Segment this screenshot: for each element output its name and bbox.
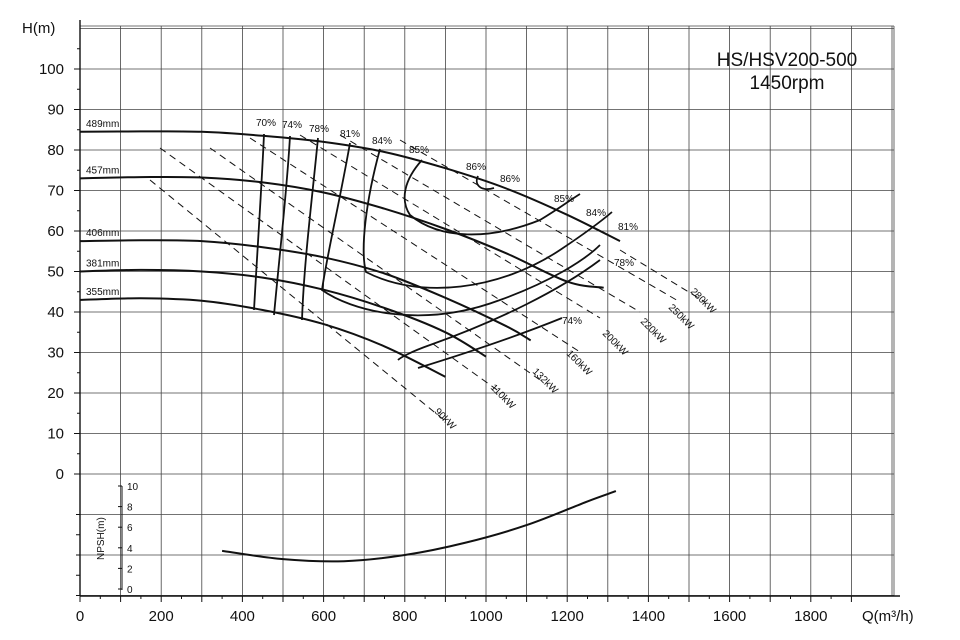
power-line [249, 137, 581, 353]
chart-title: HS/HSV200-500 [717, 50, 857, 71]
power-line [159, 147, 501, 393]
y-tick-label: 70 [47, 183, 64, 200]
x-tick-label: 1200 [551, 608, 584, 625]
x-tick-label: 400 [230, 608, 255, 625]
x-tick-label: 800 [392, 608, 417, 625]
x-tick-labels: 0 200 400 600 800 1000 1200 1400 1600 1800 [76, 608, 828, 625]
x-tick-label: 600 [311, 608, 336, 625]
y-tick-label: 90 [47, 102, 64, 119]
efficiency-label: 86% [466, 162, 486, 173]
efficiency-label: 85% [554, 194, 574, 205]
y-axis-label: H(m) [22, 20, 55, 37]
series-label: 355mm [86, 287, 119, 298]
npsh-tick-label: 6 [127, 523, 133, 534]
power-line [149, 179, 445, 421]
npsh-tick-label: 2 [127, 564, 133, 575]
power-label: 250kW [666, 302, 696, 332]
efficiency-label: 86% [500, 174, 520, 185]
head-curve [79, 268, 487, 358]
x-tick-label: 1000 [469, 608, 502, 625]
efficiency-label: 74% [282, 120, 302, 131]
npsh-tick-label: 0 [127, 585, 133, 596]
power-line [619, 249, 706, 303]
efficiency-contour [417, 317, 563, 369]
efficiency-contour [475, 175, 495, 190]
efficiency-label: 78% [614, 258, 634, 269]
head-curve [79, 175, 604, 289]
efficiency-label: 74% [562, 316, 582, 327]
grid [74, 20, 900, 602]
power-line [299, 134, 601, 319]
y-tick-labels: 0 10 20 30 40 50 60 70 80 90 100 [39, 61, 64, 483]
npsh-panel: 0 2 4 6 8 10 [118, 482, 617, 596]
npsh-curve [221, 490, 617, 563]
power-line [209, 147, 541, 381]
npsh-tick-label: 10 [127, 482, 139, 493]
x-tick-label: 0 [76, 608, 84, 625]
efficiency-contour [321, 142, 601, 317]
efficiency-contour [253, 133, 265, 311]
y-tick-label: 40 [47, 304, 64, 321]
efficiency-contour [273, 135, 291, 316]
efficiency-label: 78% [309, 124, 329, 135]
x-tick-label: 1800 [794, 608, 827, 625]
efficiency-label: 81% [340, 129, 360, 140]
x-tick-label: 1600 [713, 608, 746, 625]
y-tick-label: 60 [47, 223, 64, 240]
y-tick-label: 30 [47, 345, 64, 362]
efficiency-labels: 70% 74% 78% 81% 84% 85% 86% 86% 85% 84% 81% 78% 74% [256, 118, 638, 327]
y-tick-label: 0 [56, 466, 64, 483]
efficiency-label: 85% [409, 145, 429, 156]
chart-subtitle: 1450rpm [750, 73, 825, 94]
power-line [399, 139, 681, 303]
title-block: HS/HSV200-500 1450rpm [717, 50, 857, 94]
y-tick-label: 10 [47, 426, 64, 443]
power-label: 200kW [600, 328, 630, 358]
efficiency-contour [403, 159, 581, 236]
efficiency-contour [397, 259, 601, 361]
efficiency-and-power-lines [149, 133, 706, 421]
npsh-axis-label: NPSH(m) [96, 517, 107, 560]
efficiency-label: 84% [586, 208, 606, 219]
series-label: 381mm [86, 259, 119, 270]
efficiency-contour [301, 137, 319, 321]
npsh-tick-label: 8 [127, 503, 133, 514]
y-tick-label: 80 [47, 142, 64, 159]
power-label: 110kW [488, 382, 518, 412]
power-label: 132kW [530, 366, 560, 396]
efficiency-label: 84% [372, 136, 392, 147]
series-label: 489mm [86, 119, 119, 130]
efficiency-label: 70% [256, 118, 276, 129]
power-line [339, 134, 641, 313]
y-tick-label: 20 [47, 385, 64, 402]
series-label: 406mm [86, 228, 119, 239]
power-label: 220kW [638, 316, 668, 346]
efficiency-contour [362, 148, 613, 289]
y-tick-label: 50 [47, 264, 64, 281]
series-label: 457mm [86, 165, 119, 176]
y-tick-label: 100 [39, 61, 64, 78]
x-tick-label: 1400 [632, 608, 665, 625]
x-tick-label: 200 [149, 608, 174, 625]
head-curve [79, 239, 532, 342]
npsh-tick-label: 4 [127, 544, 133, 555]
head-curve [79, 297, 446, 378]
x-axis-label: Q(m³/h) [862, 608, 914, 625]
efficiency-label: 81% [618, 222, 638, 233]
